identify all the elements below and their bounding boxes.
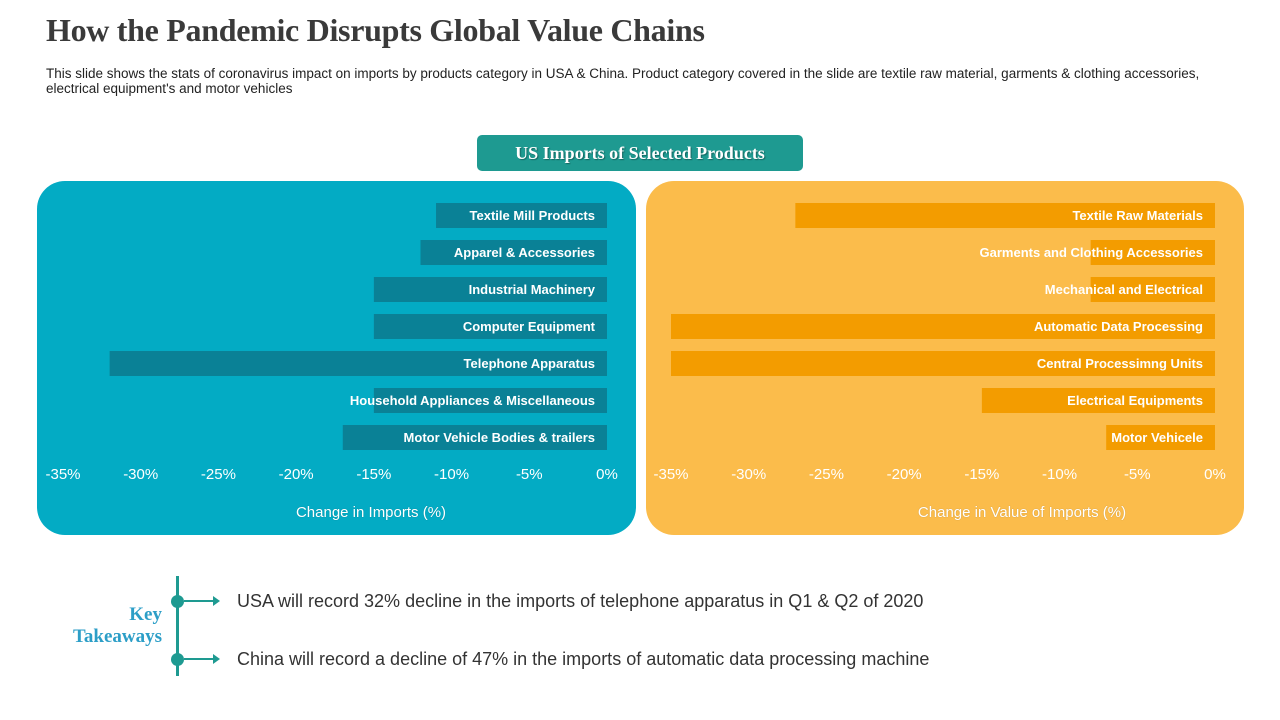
left-x-axis-title: Change in Imports (%) bbox=[295, 504, 447, 521]
us-tick-label-4: -20% bbox=[279, 466, 314, 483]
right-x-axis-title: Change in Value of Imports (%) bbox=[917, 504, 1127, 521]
china-tick-label-5: -15% bbox=[964, 466, 999, 483]
china-tick-label-8: 0% bbox=[1204, 466, 1226, 483]
us-category-label-3: Industrial Machinery bbox=[469, 282, 596, 297]
china-bar-6 bbox=[981, 388, 1215, 413]
china-imports-panel: Textile Raw Materials Garments and Clothi… bbox=[646, 181, 1244, 535]
takeaways-timeline bbox=[176, 576, 179, 676]
china-category-label-3: Mechanical and Electrical bbox=[1045, 282, 1203, 297]
us-tick-label-3: -25% bbox=[201, 466, 236, 483]
us-tick-label-8: 0% bbox=[596, 466, 618, 483]
us-category-label-1: Textile Mill Products bbox=[470, 208, 595, 223]
takeaway-dot-1 bbox=[171, 595, 184, 608]
china-category-label-4: Automatic Data Processing bbox=[1034, 319, 1203, 334]
us-imports-panel: Textile Mill Products Apparel & Accessori… bbox=[37, 181, 636, 535]
arrow-right-icon bbox=[184, 596, 220, 606]
us-bar-5 bbox=[109, 351, 607, 376]
us-category-label-5: Telephone Apparatus bbox=[464, 356, 595, 371]
us-tick-label-5: -15% bbox=[356, 466, 391, 483]
china-bar-5 bbox=[671, 351, 1215, 376]
china-category-label-5: Central Processimng Units bbox=[1037, 356, 1203, 371]
key-takeaways-title-line2: Takeaways bbox=[72, 626, 162, 647]
chart-banner: US Imports of Selected Products bbox=[477, 135, 803, 171]
us-bar-2 bbox=[420, 240, 607, 265]
us-category-label-4: Computer Equipment bbox=[463, 319, 596, 334]
key-takeaways-title: Key Takeaways bbox=[60, 604, 162, 648]
us-tick-label-2: -30% bbox=[123, 466, 158, 483]
page-title: How the Pandemic Disrupts Global Value C… bbox=[46, 12, 705, 48]
us-category-label-2: Apparel & Accessories bbox=[454, 245, 595, 260]
china-tick-label-3: -25% bbox=[809, 466, 844, 483]
china-tick-label-1: -35% bbox=[653, 466, 688, 483]
china-bar-1 bbox=[795, 203, 1215, 228]
china-tick-label-2: -30% bbox=[731, 466, 766, 483]
us-imports-chart: Textile Mill Products Apparel & Accessori… bbox=[45, 203, 618, 483]
us-category-label-6: Household Appliances & Miscellaneous bbox=[350, 393, 595, 408]
us-tick-label-1: -35% bbox=[45, 466, 80, 483]
us-bar-7 bbox=[342, 425, 607, 450]
takeaway-dot-2 bbox=[171, 653, 184, 666]
us-tick-label-6: -10% bbox=[434, 466, 469, 483]
china-bar-2 bbox=[1090, 240, 1215, 265]
china-imports-chart: Textile Raw Materials Garments and Clothi… bbox=[653, 203, 1226, 483]
us-tick-label-7: -5% bbox=[516, 466, 543, 483]
page-subtitle: This slide shows the stats of coronaviru… bbox=[46, 66, 1200, 96]
us-category-label-7: Motor Vehicle Bodies & trailers bbox=[404, 430, 595, 445]
china-tick-label-4: -20% bbox=[887, 466, 922, 483]
us-bar-6 bbox=[373, 388, 607, 413]
china-tick-label-7: -5% bbox=[1124, 466, 1151, 483]
takeaway-item-2: China will record a decline of 47% in th… bbox=[237, 649, 930, 669]
china-bar-7 bbox=[1106, 425, 1215, 450]
us-bar-1 bbox=[436, 203, 607, 228]
china-category-label-1: Textile Raw Materials bbox=[1072, 208, 1203, 223]
china-category-label-2: Garments and Clothing Accessories bbox=[980, 245, 1203, 260]
key-takeaways: Key Takeaways USA will record 32% declin… bbox=[0, 560, 1280, 720]
us-bar-3 bbox=[373, 277, 607, 302]
us-bar-4 bbox=[373, 314, 607, 339]
china-tick-label-6: -10% bbox=[1042, 466, 1077, 483]
arrow-right-icon bbox=[184, 654, 220, 664]
takeaway-item-1: USA will record 32% decline in the impor… bbox=[237, 591, 924, 611]
china-bar-4 bbox=[671, 314, 1215, 339]
china-category-label-7: Motor Vehicele bbox=[1111, 430, 1203, 445]
key-takeaways-title-line1: Key bbox=[129, 604, 162, 625]
china-bar-3 bbox=[1090, 277, 1215, 302]
china-category-label-6: Electrical Equipments bbox=[1067, 393, 1203, 408]
